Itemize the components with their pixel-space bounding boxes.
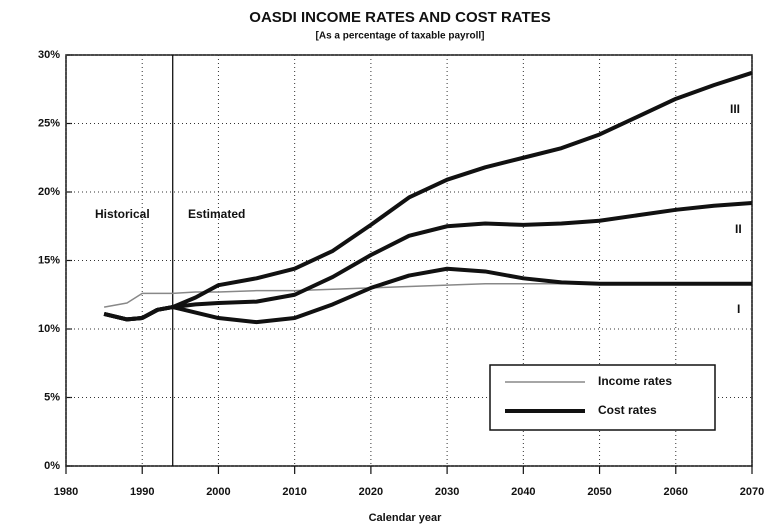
x-tick-label: 2030 (435, 486, 459, 498)
series-label: III (730, 102, 740, 116)
x-axis-label: Calendar year (369, 512, 442, 524)
y-tick-label: 15% (38, 254, 60, 266)
annotation: Historical (95, 207, 150, 221)
series-label: II (735, 222, 742, 236)
x-tick-label: 2040 (511, 486, 535, 498)
series-label: I (737, 302, 740, 316)
legend-box (489, 364, 716, 431)
x-tick-label: 2070 (740, 486, 764, 498)
series-line (103, 70, 753, 322)
x-tick-label: 2010 (282, 486, 306, 498)
x-tick-label: 2060 (664, 486, 688, 498)
y-tick-label: 25% (38, 117, 60, 129)
y-tick-label: 10% (38, 323, 60, 335)
x-tick-label: 1980 (54, 486, 78, 498)
chart-title: OASDI INCOME RATES AND COST RATES (249, 9, 550, 26)
x-tick-label: 1990 (130, 486, 154, 498)
x-tick-label: 2000 (206, 486, 230, 498)
annotation: Estimated (188, 207, 245, 221)
x-tick-label: 2050 (587, 486, 611, 498)
y-tick-label: 30% (38, 49, 60, 61)
chart-subtitle: [As a percentage of taxable payroll] (316, 31, 485, 42)
y-tick-label: 20% (38, 186, 60, 198)
legend-label: Cost rates (598, 403, 657, 417)
y-tick-label: 5% (44, 391, 60, 403)
x-tick-label: 2020 (359, 486, 383, 498)
y-tick-label: 0% (44, 460, 60, 472)
legend-label: Income rates (598, 374, 672, 388)
